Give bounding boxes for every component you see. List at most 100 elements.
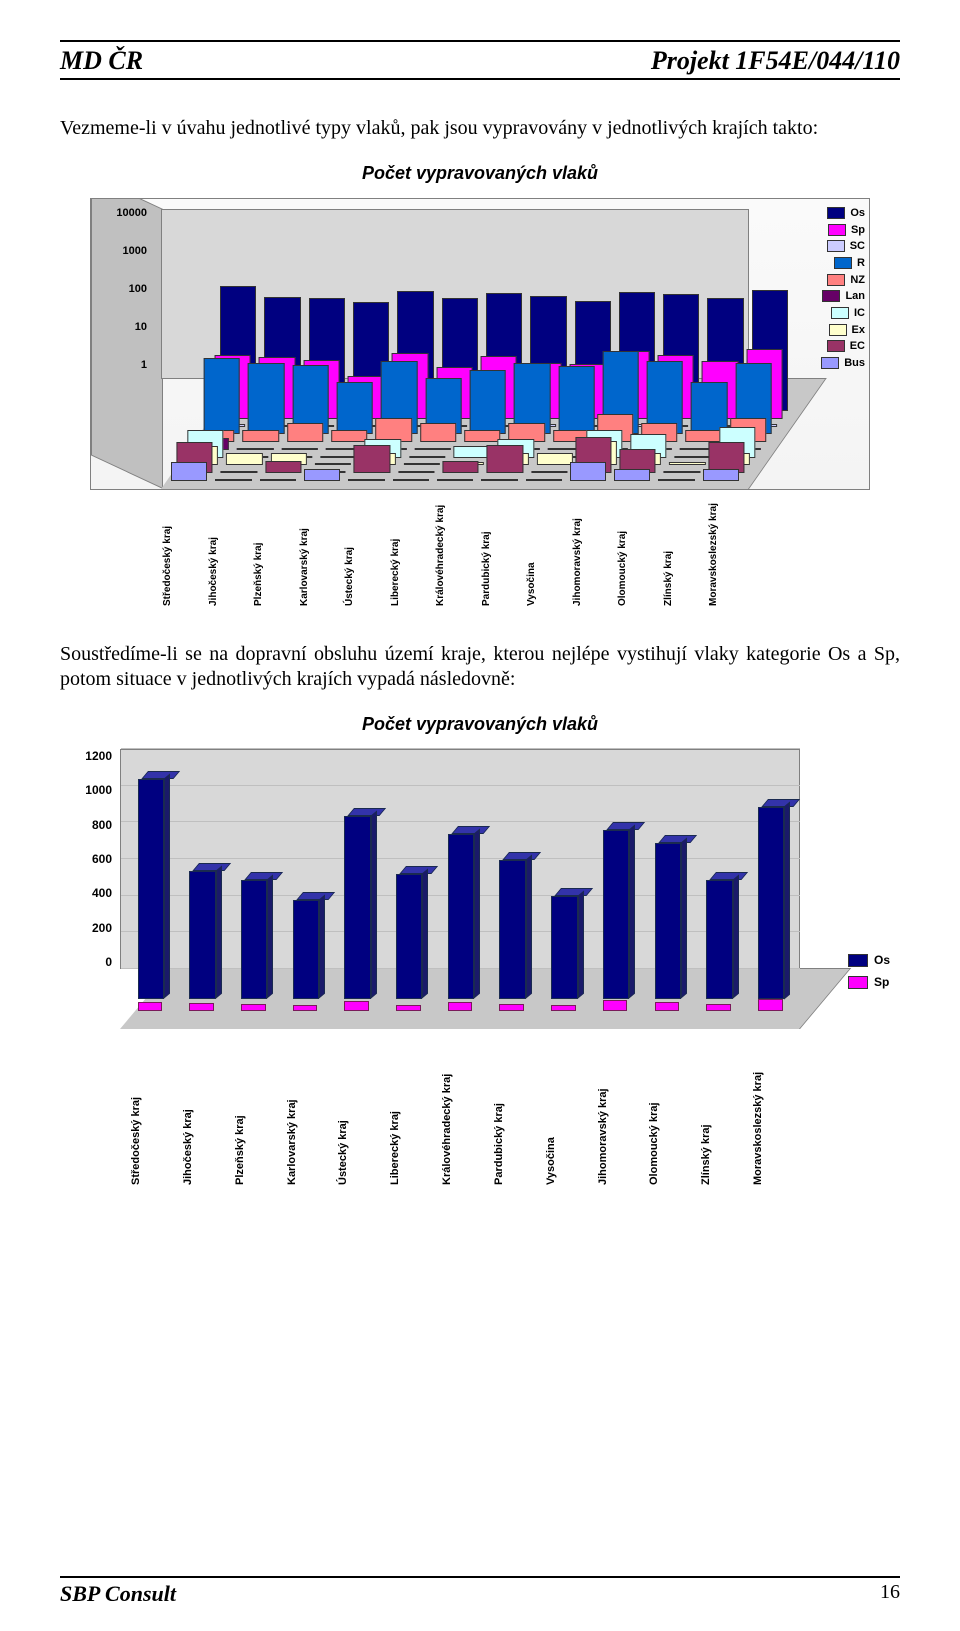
chart1-xtick: Pardubický kraj — [481, 496, 523, 606]
chart2-xtick: Karlovarský kraj — [286, 1035, 324, 1185]
chart2-xtick: Zlínský kraj — [700, 1035, 738, 1185]
chart1-bar — [614, 469, 650, 481]
chart2-bar-os — [241, 880, 267, 999]
chart1-bar — [570, 462, 606, 481]
chart1-legend-swatch — [827, 240, 845, 252]
chart2-xtick: Pardubický kraj — [493, 1035, 531, 1185]
paragraph-2: Soustředíme-li se na dopravní obsluhu úz… — [60, 642, 900, 692]
chart2-y-axis: 020040060080010001200 — [70, 749, 112, 969]
chart2-ytick: 600 — [70, 852, 112, 866]
chart2-bar-sp — [706, 1004, 731, 1011]
chart2-bar-group — [184, 749, 222, 999]
chart2-ytick: 200 — [70, 921, 112, 935]
chart2-bar-sp — [551, 1005, 576, 1011]
chart1-legend-swatch — [829, 324, 847, 336]
header: MD ČR Projekt 1F54E/044/110 — [60, 46, 900, 76]
chart1-xtick: Královéhradecký kraj — [435, 496, 477, 606]
chart2-bar-group — [442, 749, 480, 999]
chart2-xtick: Olomoucký kraj — [648, 1035, 686, 1185]
chart2-bar-group — [701, 749, 739, 999]
chart2-legend-label-os: Os — [874, 953, 890, 967]
chart2-bar-group — [546, 749, 584, 999]
chart1-legend-swatch — [822, 290, 840, 302]
chart2-xtick: Jihomoravský kraj — [597, 1035, 635, 1185]
chart2-title: Počet vypravovaných vlaků — [60, 714, 900, 735]
chart1-bar — [171, 462, 207, 481]
chart1-legend-label: IC — [854, 307, 865, 319]
chart2-bar-group — [287, 749, 325, 999]
chart1-xtick: Olomoucký kraj — [617, 496, 659, 606]
chart1-xtick: Jihočeský kraj — [208, 496, 250, 606]
chart2-bar-sp — [499, 1004, 524, 1011]
chart2-ytick: 0 — [70, 955, 112, 969]
chart1-legend-swatch — [827, 274, 845, 286]
header-rule-bottom — [60, 78, 900, 80]
header-rule-top — [60, 40, 900, 42]
chart1-legend-label: SC — [850, 240, 865, 252]
chart1-legend-label: Ex — [852, 324, 865, 336]
chart1-ytick: 10000 — [97, 207, 153, 219]
chart2-bar-group — [494, 749, 532, 999]
chart1-ytick: 10 — [97, 321, 153, 333]
chart1-legend-item: Sp — [761, 224, 865, 236]
footer-left: SBP Consult — [60, 1581, 176, 1607]
chart1-legend-label: Os — [850, 207, 865, 219]
chart2-bar-group — [390, 749, 428, 999]
chart2-bar-os — [344, 816, 370, 999]
chart2-xtick: Královéhradecký kraj — [441, 1035, 479, 1185]
chart2-bar-group — [752, 749, 790, 999]
chart2: 020040060080010001200 Os Sp Středočeský … — [70, 749, 890, 1185]
chart2-legend-item-os: Os — [848, 953, 890, 967]
chart2-xtick: Plzeňský kraj — [234, 1035, 272, 1185]
chart1-legend-label: Sp — [851, 224, 865, 236]
chart1-legend-swatch — [828, 224, 846, 236]
chart2-xtick: Moravskoslezský kraj — [752, 1035, 790, 1185]
chart1-legend-label: Lan — [845, 290, 865, 302]
chart2-bar-os — [499, 860, 525, 999]
chart1-legend-label: Bus — [844, 357, 865, 369]
chart2-xtick: Jihočeský kraj — [182, 1035, 220, 1185]
chart1-xtick: Středočeský kraj — [162, 496, 204, 606]
header-left: MD ČR — [60, 46, 143, 76]
chart1-xtick: Liberecký kraj — [390, 496, 432, 606]
chart2-bar-os — [293, 900, 319, 999]
chart2-x-axis: Středočeský kraj Jihočeský kraj Plzeňský k… — [130, 1035, 790, 1185]
header-right: Projekt 1F54E/044/110 — [651, 46, 900, 76]
chart2-bar-os — [758, 807, 784, 1000]
chart2-bar-os — [396, 874, 422, 999]
chart2-ytick: 1000 — [70, 783, 112, 797]
chart2-xtick: Středočeský kraj — [130, 1035, 168, 1185]
chart1-bar — [658, 479, 694, 481]
chart2-legend-label-sp: Sp — [874, 975, 889, 989]
chart2-bar-os — [138, 779, 164, 999]
chart2-bar-sp — [448, 1002, 473, 1011]
chart2-xtick: Ústecký kraj — [337, 1035, 375, 1185]
chart2-bar-sp — [138, 1002, 163, 1011]
chart2-ytick: 400 — [70, 886, 112, 900]
chart1-bar — [481, 479, 517, 481]
chart1-ytick: 1 — [97, 359, 153, 371]
chart1-bar — [304, 469, 340, 481]
chart1-legend-label: R — [857, 257, 865, 269]
chart1-legend-label: NZ — [850, 274, 865, 286]
chart2-bar-os — [448, 834, 474, 999]
chart1-legend-label: EC — [850, 340, 865, 352]
page: MD ČR Projekt 1F54E/044/110 Vezmeme-li v… — [0, 0, 960, 1631]
chart2-bar-sp — [758, 999, 783, 1011]
chart2-bar-group — [597, 749, 635, 999]
chart1-xtick: Moravskoslezský kraj — [708, 496, 750, 606]
chart2-bar-group — [339, 749, 377, 999]
chart2-legend-swatch-os — [848, 954, 868, 967]
chart2-bar-os — [551, 896, 577, 999]
chart1-bar — [393, 479, 429, 481]
chart1-legend-swatch — [821, 357, 839, 369]
chart2-bar-sp — [396, 1005, 421, 1011]
chart1-bar — [260, 479, 296, 481]
chart1-x-axis: Středočeský krajJihočeský krajPlzeňský k… — [162, 496, 750, 606]
chart2-bar-sp — [293, 1005, 318, 1011]
chart1-series-row — [171, 321, 739, 481]
footer-rule — [60, 1576, 900, 1578]
paragraph-1: Vezmeme-li v úvahu jednotlivé typy vlaků… — [60, 116, 900, 141]
chart1-legend-swatch — [827, 340, 845, 352]
chart1-bar — [215, 479, 251, 481]
